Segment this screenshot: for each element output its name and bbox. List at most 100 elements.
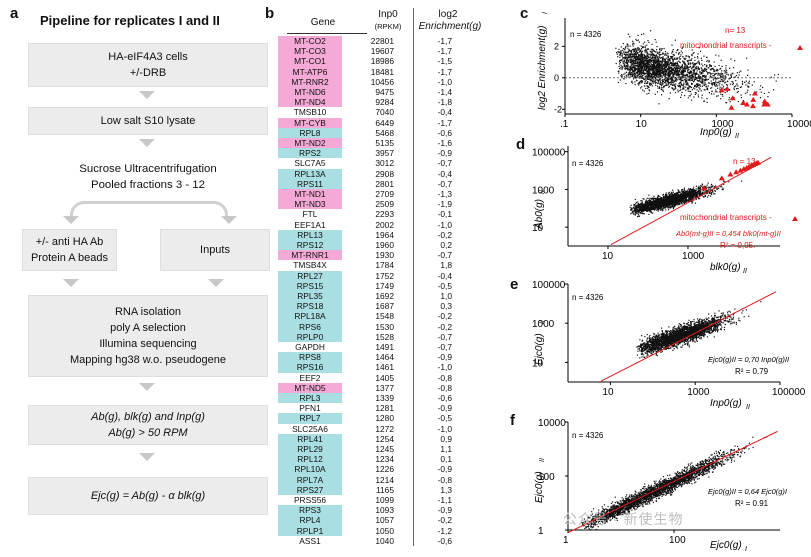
- data-point: [668, 73, 669, 74]
- data-point: [685, 81, 686, 82]
- box-rna: RNA isolation poly A selection Illumina …: [28, 295, 268, 377]
- data-point: [710, 88, 711, 89]
- data-point: [744, 82, 745, 83]
- data-point: [678, 72, 679, 73]
- gene-name: MT-ND1: [278, 189, 342, 199]
- data-point: [634, 56, 635, 57]
- gene-name: RPL27: [278, 271, 342, 281]
- data-point: [664, 71, 665, 72]
- data-point: [681, 84, 682, 85]
- data-point: [715, 86, 716, 87]
- data-point: [687, 60, 688, 61]
- gene-name: RPS12: [278, 240, 342, 250]
- data-point: [643, 54, 644, 55]
- data-point: [661, 70, 662, 71]
- data-point: [681, 74, 682, 75]
- data-point: [648, 42, 649, 43]
- flow-arrow-2: [139, 139, 155, 147]
- data-point: [657, 74, 658, 75]
- data-point: [670, 63, 671, 64]
- gene-name: PRSS56: [278, 495, 342, 505]
- data-point: [688, 72, 689, 73]
- data-point: [662, 87, 663, 88]
- data-point: [628, 52, 629, 53]
- data-point: [762, 87, 763, 88]
- data-point: [633, 62, 634, 63]
- gene-name: ASS1: [278, 536, 342, 546]
- data-point: [649, 61, 650, 62]
- data-point: [709, 64, 710, 65]
- data-point: [720, 81, 721, 82]
- data-point: [674, 63, 675, 64]
- data-point: [667, 68, 668, 69]
- data-point: [624, 76, 625, 77]
- data-point: [683, 85, 684, 86]
- data-point: [740, 71, 741, 72]
- data-point: [636, 75, 637, 76]
- data-point: [738, 101, 739, 102]
- data-point: [649, 74, 650, 75]
- data-point: [693, 96, 694, 97]
- data-point: [692, 80, 693, 81]
- log2-enrichment: -0,9: [394, 148, 452, 158]
- data-point: [723, 189, 724, 190]
- data-point: [662, 60, 663, 61]
- data-point: [661, 48, 662, 49]
- data-point: [637, 201, 638, 202]
- data-point: [719, 78, 720, 79]
- data-point: [622, 50, 623, 51]
- data-point: [615, 48, 616, 49]
- data-point: [720, 186, 721, 187]
- data-point: [665, 59, 666, 60]
- data-point: [650, 30, 651, 31]
- data-point: [761, 92, 762, 93]
- data-point: [630, 69, 631, 70]
- data-point: [645, 52, 646, 53]
- data-point: [665, 60, 666, 61]
- data-point: [679, 85, 680, 86]
- data-point: [694, 71, 695, 72]
- data-point: [687, 74, 688, 75]
- input-rpkm: 1254: [342, 434, 394, 444]
- data-point: [712, 84, 713, 85]
- input-rpkm: 1339: [342, 393, 394, 403]
- box-rna-line4: Mapping hg38 w.o. pseudogene: [29, 352, 267, 368]
- data-point: [716, 78, 717, 79]
- data-point: [635, 48, 636, 49]
- data-point: [618, 73, 619, 74]
- data-point: [716, 91, 717, 92]
- data-point: [687, 70, 688, 71]
- mt-point: [728, 105, 734, 110]
- data-point: [627, 63, 628, 64]
- data-point: [694, 85, 695, 86]
- data-point: [630, 76, 631, 77]
- data-point: [659, 67, 660, 68]
- data-point: [656, 49, 657, 50]
- data-point: [679, 59, 680, 60]
- data-point: [690, 95, 691, 96]
- data-point: [632, 210, 633, 211]
- data-point: [617, 56, 618, 57]
- input-rpkm: 6449: [342, 118, 394, 128]
- data-point: [685, 90, 686, 91]
- data-point: [639, 66, 640, 67]
- data-point: [636, 209, 637, 210]
- data-point: [625, 68, 626, 69]
- data-point: [681, 68, 682, 69]
- data-point: [636, 49, 637, 50]
- input-rpkm: 1548: [342, 311, 394, 321]
- data-point: [659, 83, 660, 84]
- data-point: [682, 61, 683, 62]
- data-point: [645, 81, 646, 82]
- data-point: [684, 62, 685, 63]
- data-point: [767, 96, 768, 97]
- data-point: [719, 65, 720, 66]
- data-point: [691, 94, 692, 95]
- data-point: [625, 47, 626, 48]
- input-rpkm: 2801: [342, 179, 394, 189]
- log2-enrichment: -0,5: [394, 413, 452, 423]
